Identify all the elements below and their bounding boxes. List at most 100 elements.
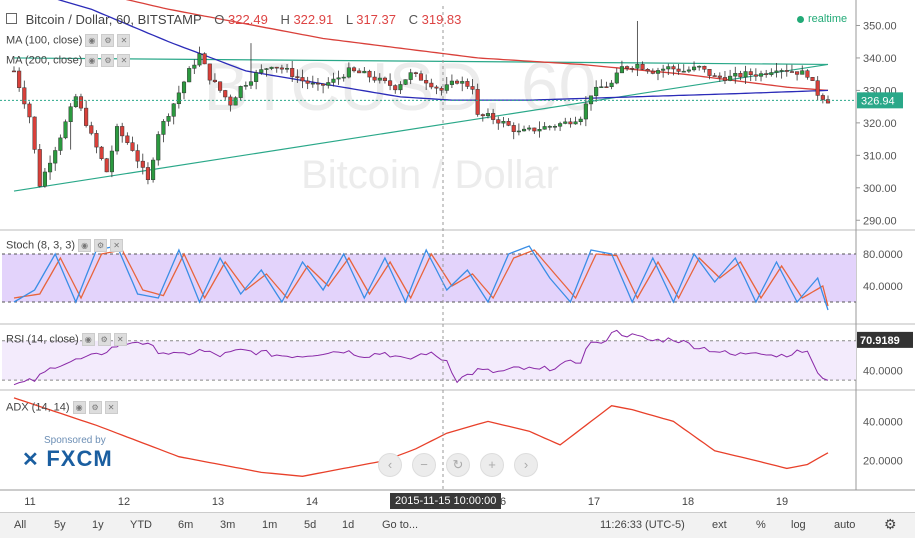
candle — [686, 66, 691, 74]
candle-body — [460, 81, 465, 84]
settings-gear-icon[interactable]: ⚙ — [884, 516, 897, 532]
reset-button[interactable]: ↻ — [446, 453, 470, 477]
candle-body — [140, 160, 145, 168]
candle — [413, 71, 418, 78]
candle-body — [666, 66, 671, 70]
candle — [506, 118, 511, 127]
candle-body — [388, 80, 393, 86]
candle-body — [491, 113, 496, 120]
percent-toggle[interactable]: % — [756, 519, 766, 531]
candle-body — [223, 90, 228, 98]
stoch-k-line — [13, 245, 829, 311]
bottom-toolbar: All 5y 1y YTD 6m 3m 1m 5d 1d Go to... 11… — [0, 512, 915, 538]
symbol-title: Bitcoin / Dollar, 60, BITSTAMP — [25, 12, 202, 27]
candle-body — [109, 150, 114, 173]
candle-body — [594, 86, 599, 97]
time-tick-label: 19 — [776, 496, 788, 508]
candle-body — [151, 159, 156, 180]
range-5y[interactable]: 5y — [54, 519, 66, 531]
ma200-legend[interactable]: MA (200, close) ◉ ⚙ ✕ — [6, 54, 131, 67]
candle-body — [408, 72, 413, 80]
candle — [408, 68, 413, 85]
candle — [558, 121, 563, 132]
rsi-tick-label: 40.0000 — [863, 365, 903, 377]
stoch-legend[interactable]: Stoch (8, 3, 3) ◉ ⚙ ✕ — [6, 239, 124, 252]
candle — [563, 117, 568, 125]
log-toggle[interactable]: log — [791, 519, 806, 531]
price-tick-label: 290.00 — [863, 215, 897, 227]
scroll-left-button[interactable]: ‹ — [378, 453, 402, 477]
candle — [764, 69, 769, 78]
candle-body — [130, 142, 135, 151]
ma100-legend[interactable]: MA (100, close) ◉ ⚙ ✕ — [6, 34, 131, 47]
candle-body — [449, 80, 454, 85]
scroll-right-button[interactable]: › — [514, 453, 538, 477]
time-tick-label: 11 — [24, 496, 35, 508]
candle — [625, 65, 630, 71]
range-1m[interactable]: 1m — [262, 519, 278, 531]
candle — [795, 71, 800, 81]
candle-body — [94, 133, 99, 148]
candle-body — [789, 71, 794, 73]
candle — [480, 113, 485, 122]
zoom-out-button[interactable]: − — [412, 453, 436, 477]
candle-body — [228, 96, 233, 106]
range-all[interactable]: All — [14, 519, 27, 531]
range-1y[interactable]: 1y — [92, 519, 104, 531]
candle-body — [341, 76, 346, 79]
candle-body — [377, 77, 382, 81]
adx-legend[interactable]: ADX (14, 14) ◉ ⚙ ✕ — [6, 401, 118, 414]
adx-tick-label: 20.0000 — [863, 456, 903, 468]
candle-body — [331, 78, 336, 83]
candle — [321, 83, 326, 94]
candle — [820, 93, 825, 104]
rsi-legend[interactable]: RSI (14, close) ◉ ⚙ ✕ — [6, 333, 127, 346]
candle-body — [542, 126, 547, 130]
price-tick-label: 320.00 — [863, 118, 897, 130]
candle-body — [702, 65, 707, 70]
sponsor-block[interactable]: Sponsored by ✕ FXCM — [22, 435, 113, 472]
candle-body — [506, 121, 511, 126]
candle-body — [810, 77, 815, 81]
candle — [274, 66, 279, 73]
candle — [733, 66, 738, 84]
candle-body — [254, 72, 259, 82]
candle — [53, 146, 58, 171]
candle — [223, 89, 228, 100]
candle — [542, 122, 547, 130]
candle — [681, 64, 686, 73]
range-5d[interactable]: 5d — [304, 519, 317, 531]
candle — [120, 122, 125, 143]
ext-toggle[interactable]: ext — [712, 519, 727, 531]
range-ytd[interactable]: YTD — [130, 519, 152, 531]
candle-body — [279, 67, 284, 70]
candle-body — [372, 76, 377, 81]
candle-body — [336, 77, 341, 80]
candle — [331, 72, 336, 87]
candle-body — [89, 125, 94, 134]
range-3m[interactable]: 3m — [220, 519, 236, 531]
collapse-icon[interactable] — [6, 13, 17, 24]
price-tick-label: 300.00 — [863, 183, 897, 195]
rsi-last-badge — [857, 331, 913, 348]
candle-body — [455, 80, 460, 84]
zoom-in-button[interactable]: + — [480, 453, 504, 477]
goto-button[interactable]: Go to... — [382, 519, 419, 531]
auto-toggle[interactable]: auto — [834, 519, 856, 531]
candle-body — [207, 63, 212, 81]
candle — [125, 132, 130, 145]
range-1d[interactable]: 1d — [342, 519, 355, 531]
candle-body — [238, 86, 243, 98]
candle — [135, 144, 140, 169]
candle-body — [439, 87, 444, 91]
candle — [104, 157, 109, 173]
range-6m[interactable]: 6m — [178, 519, 194, 531]
candle — [187, 66, 192, 83]
candle — [722, 71, 728, 85]
candle-body — [17, 70, 22, 88]
candle-body — [769, 72, 774, 75]
candle — [68, 103, 73, 150]
candle — [583, 96, 588, 127]
stoch-tick-label: 80.0000 — [863, 249, 903, 261]
